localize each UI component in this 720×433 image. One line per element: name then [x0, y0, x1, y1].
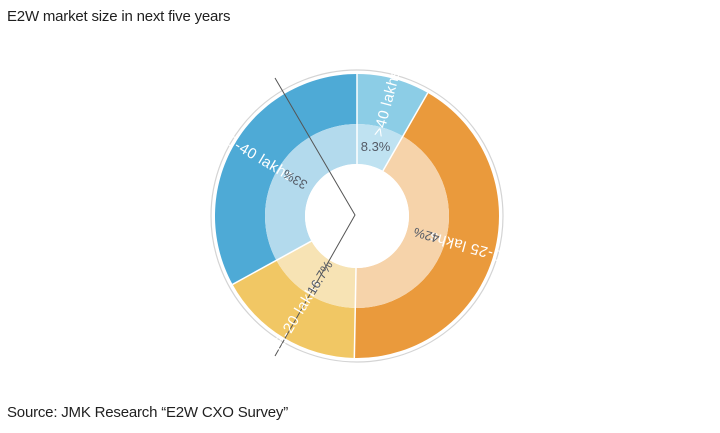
outer-ring-border	[210, 69, 504, 363]
value-label-20-25-lakhs: 42%	[411, 224, 441, 246]
outer-slice-20-25-lakhs	[354, 92, 499, 358]
outer-slice-30-40-lakhs	[215, 74, 357, 285]
inner-slice-30-40-lakhs	[265, 124, 357, 261]
slice-separator	[232, 240, 312, 286]
chart-title: E2W market size in next five years	[7, 8, 231, 25]
value-label-40-lakhs: 8.3%	[361, 139, 391, 154]
inner-slice-20-25-lakhs	[355, 136, 450, 308]
chart-source: Source: JMK Research “E2W CXO Survey”	[7, 404, 289, 421]
slice-borders	[232, 74, 429, 358]
center-hole	[305, 164, 409, 268]
explode-line	[274, 77, 356, 357]
inner-slice-40-lakhs	[357, 124, 403, 171]
outer-slice-40-lakhs	[357, 74, 428, 137]
outer-ring	[215, 74, 499, 358]
outer-slice-15-20-lakhs	[232, 260, 356, 358]
slice-separator	[382, 92, 429, 172]
slice-separator	[353, 267, 357, 358]
inner-slice-15-20-lakhs	[276, 241, 357, 308]
inner-ring	[265, 124, 450, 308]
